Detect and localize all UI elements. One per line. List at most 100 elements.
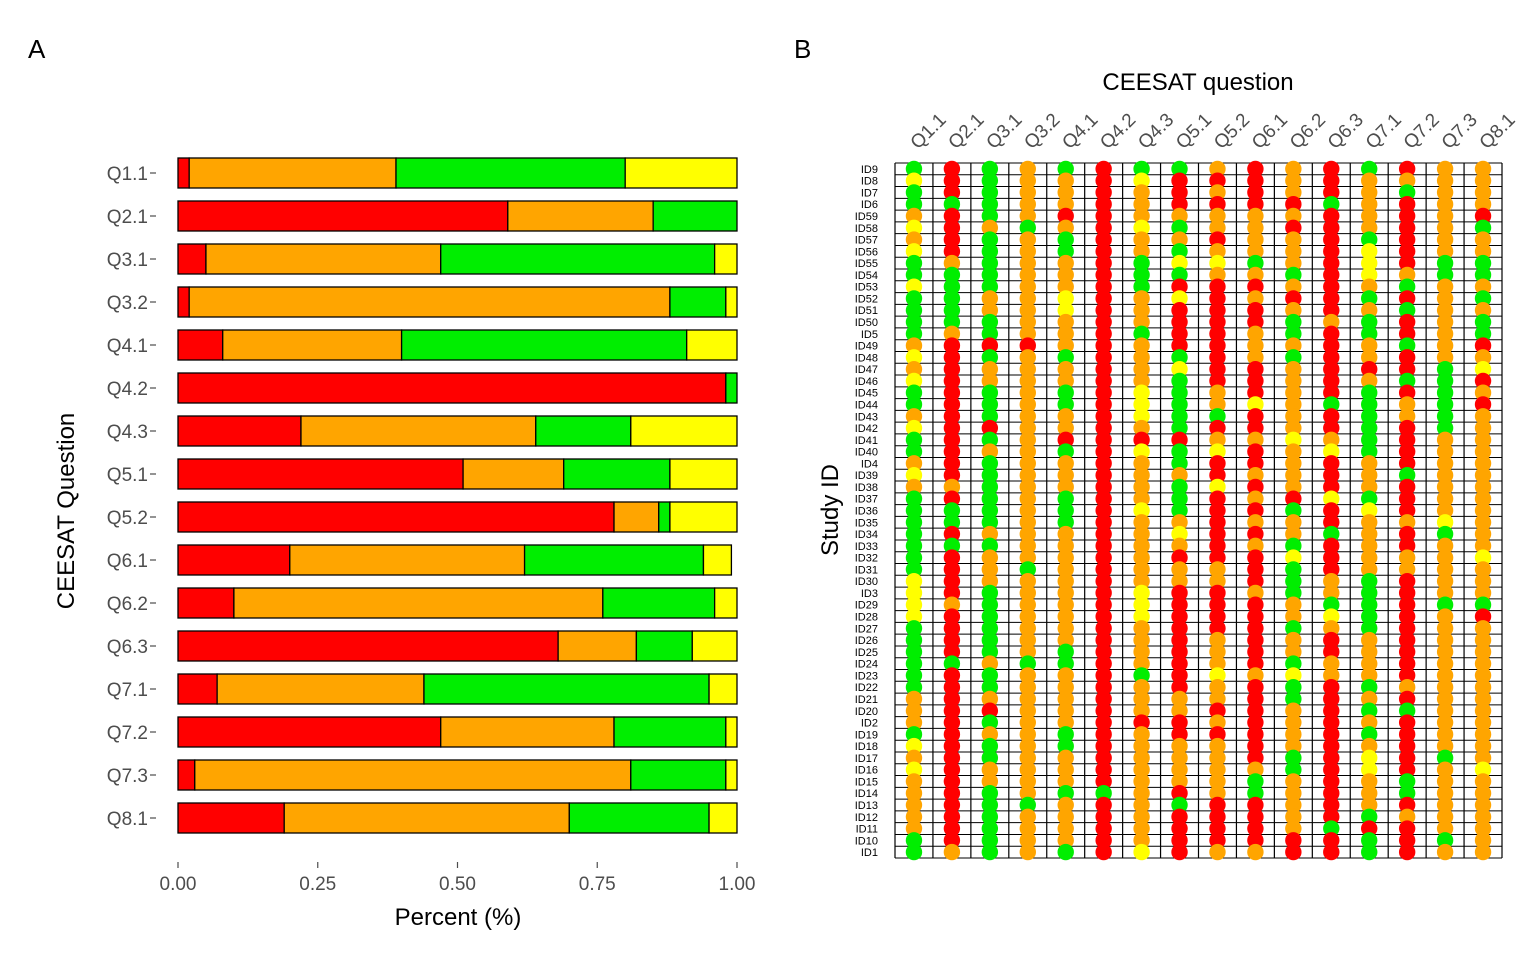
point-green xyxy=(1398,337,1416,354)
point-red xyxy=(1209,313,1226,331)
point-red xyxy=(1247,737,1264,755)
point-red xyxy=(1247,808,1264,825)
point-green xyxy=(1398,773,1416,790)
point-red xyxy=(943,643,961,661)
y-tick-label: Q2.1 xyxy=(107,207,148,228)
point-orange xyxy=(1133,337,1150,354)
point-green xyxy=(1285,690,1302,708)
column-label: Q5.2 xyxy=(1210,110,1254,154)
point-green xyxy=(981,514,999,531)
point-orange xyxy=(1209,773,1226,790)
point-green xyxy=(1361,572,1378,590)
point-orange xyxy=(1436,702,1454,719)
point-orange xyxy=(1019,466,1036,484)
point-red xyxy=(1209,796,1226,814)
point-yellow xyxy=(1133,596,1150,613)
point-red xyxy=(1209,325,1226,343)
point-orange xyxy=(1057,631,1074,649)
row-label: ID16 xyxy=(855,765,878,777)
point-green xyxy=(1171,372,1188,390)
point-orange xyxy=(1133,313,1150,331)
point-green xyxy=(1171,478,1188,496)
point-orange xyxy=(1285,796,1302,814)
point-green xyxy=(1057,160,1074,178)
point-orange xyxy=(1436,608,1454,625)
point-green xyxy=(943,537,961,555)
point-orange xyxy=(1171,466,1188,484)
point-orange xyxy=(1285,631,1302,649)
point-orange xyxy=(1019,396,1036,413)
point-green xyxy=(905,443,923,460)
point-orange xyxy=(1323,620,1340,637)
point-green xyxy=(981,584,999,602)
point-red xyxy=(1095,325,1112,343)
point-orange xyxy=(1247,219,1264,236)
point-red xyxy=(1095,455,1112,472)
point-yellow xyxy=(905,419,923,437)
point-green xyxy=(1285,749,1302,767)
row-labels: ID9ID8ID7ID6ID59ID58ID57ID56ID55ID54ID53… xyxy=(855,164,878,859)
panel-a-label: A xyxy=(28,34,46,64)
point-green xyxy=(1436,384,1454,401)
point-red xyxy=(1171,843,1188,861)
point-orange xyxy=(1474,726,1492,743)
point-red xyxy=(1247,443,1264,460)
bar-segment-yellow xyxy=(630,415,738,447)
point-orange xyxy=(1133,737,1150,755)
column-label: Q3.1 xyxy=(983,110,1027,154)
column-label: Q7.2 xyxy=(1400,110,1444,154)
point-green xyxy=(1171,455,1188,472)
point-green xyxy=(1436,254,1454,272)
point-green xyxy=(1285,266,1302,284)
point-orange xyxy=(1285,808,1302,825)
point-orange xyxy=(1361,549,1378,566)
point-orange xyxy=(1057,549,1074,566)
point-orange xyxy=(905,337,923,354)
point-red xyxy=(1323,808,1340,825)
point-red xyxy=(1095,396,1112,413)
point-orange xyxy=(1019,266,1036,284)
point-orange xyxy=(1323,655,1340,672)
bar-segment-orange xyxy=(300,415,537,447)
point-orange xyxy=(1133,749,1150,767)
point-orange xyxy=(1019,525,1036,543)
point-orange xyxy=(1019,702,1036,719)
row-label: ID19 xyxy=(855,729,878,741)
point-red xyxy=(943,455,961,472)
point-red xyxy=(1323,325,1340,343)
point-orange xyxy=(1474,478,1492,496)
point-orange xyxy=(1285,337,1302,354)
point-orange xyxy=(1474,419,1492,437)
point-red xyxy=(1171,172,1188,189)
point-red xyxy=(1398,207,1416,225)
point-orange xyxy=(1247,761,1264,778)
point-red xyxy=(1398,160,1416,178)
point-orange xyxy=(1474,184,1492,201)
point-red xyxy=(1323,419,1340,437)
point-orange xyxy=(1133,773,1150,790)
point-red xyxy=(1247,832,1264,849)
point-red xyxy=(1247,620,1264,637)
bar-segment-orange xyxy=(613,501,660,533)
point-orange xyxy=(1057,372,1074,390)
point-yellow xyxy=(905,172,923,189)
point-red xyxy=(1095,431,1112,449)
point-orange xyxy=(1361,278,1378,295)
point-red xyxy=(1209,455,1226,472)
y-tick-label: Q1.1 xyxy=(107,164,148,185)
point-orange xyxy=(1398,514,1416,531)
point-green xyxy=(1361,396,1378,413)
point-red xyxy=(1209,372,1226,390)
point-orange xyxy=(1361,714,1378,731)
point-orange xyxy=(1019,514,1036,531)
point-green xyxy=(1057,443,1074,460)
point-orange xyxy=(1361,643,1378,661)
point-green xyxy=(981,678,999,696)
point-orange xyxy=(1474,773,1492,790)
point-green xyxy=(1361,160,1378,178)
point-red xyxy=(981,419,999,437)
point-red xyxy=(1057,207,1074,225)
point-red xyxy=(1323,643,1340,661)
point-red xyxy=(1247,655,1264,672)
point-red xyxy=(943,785,961,802)
